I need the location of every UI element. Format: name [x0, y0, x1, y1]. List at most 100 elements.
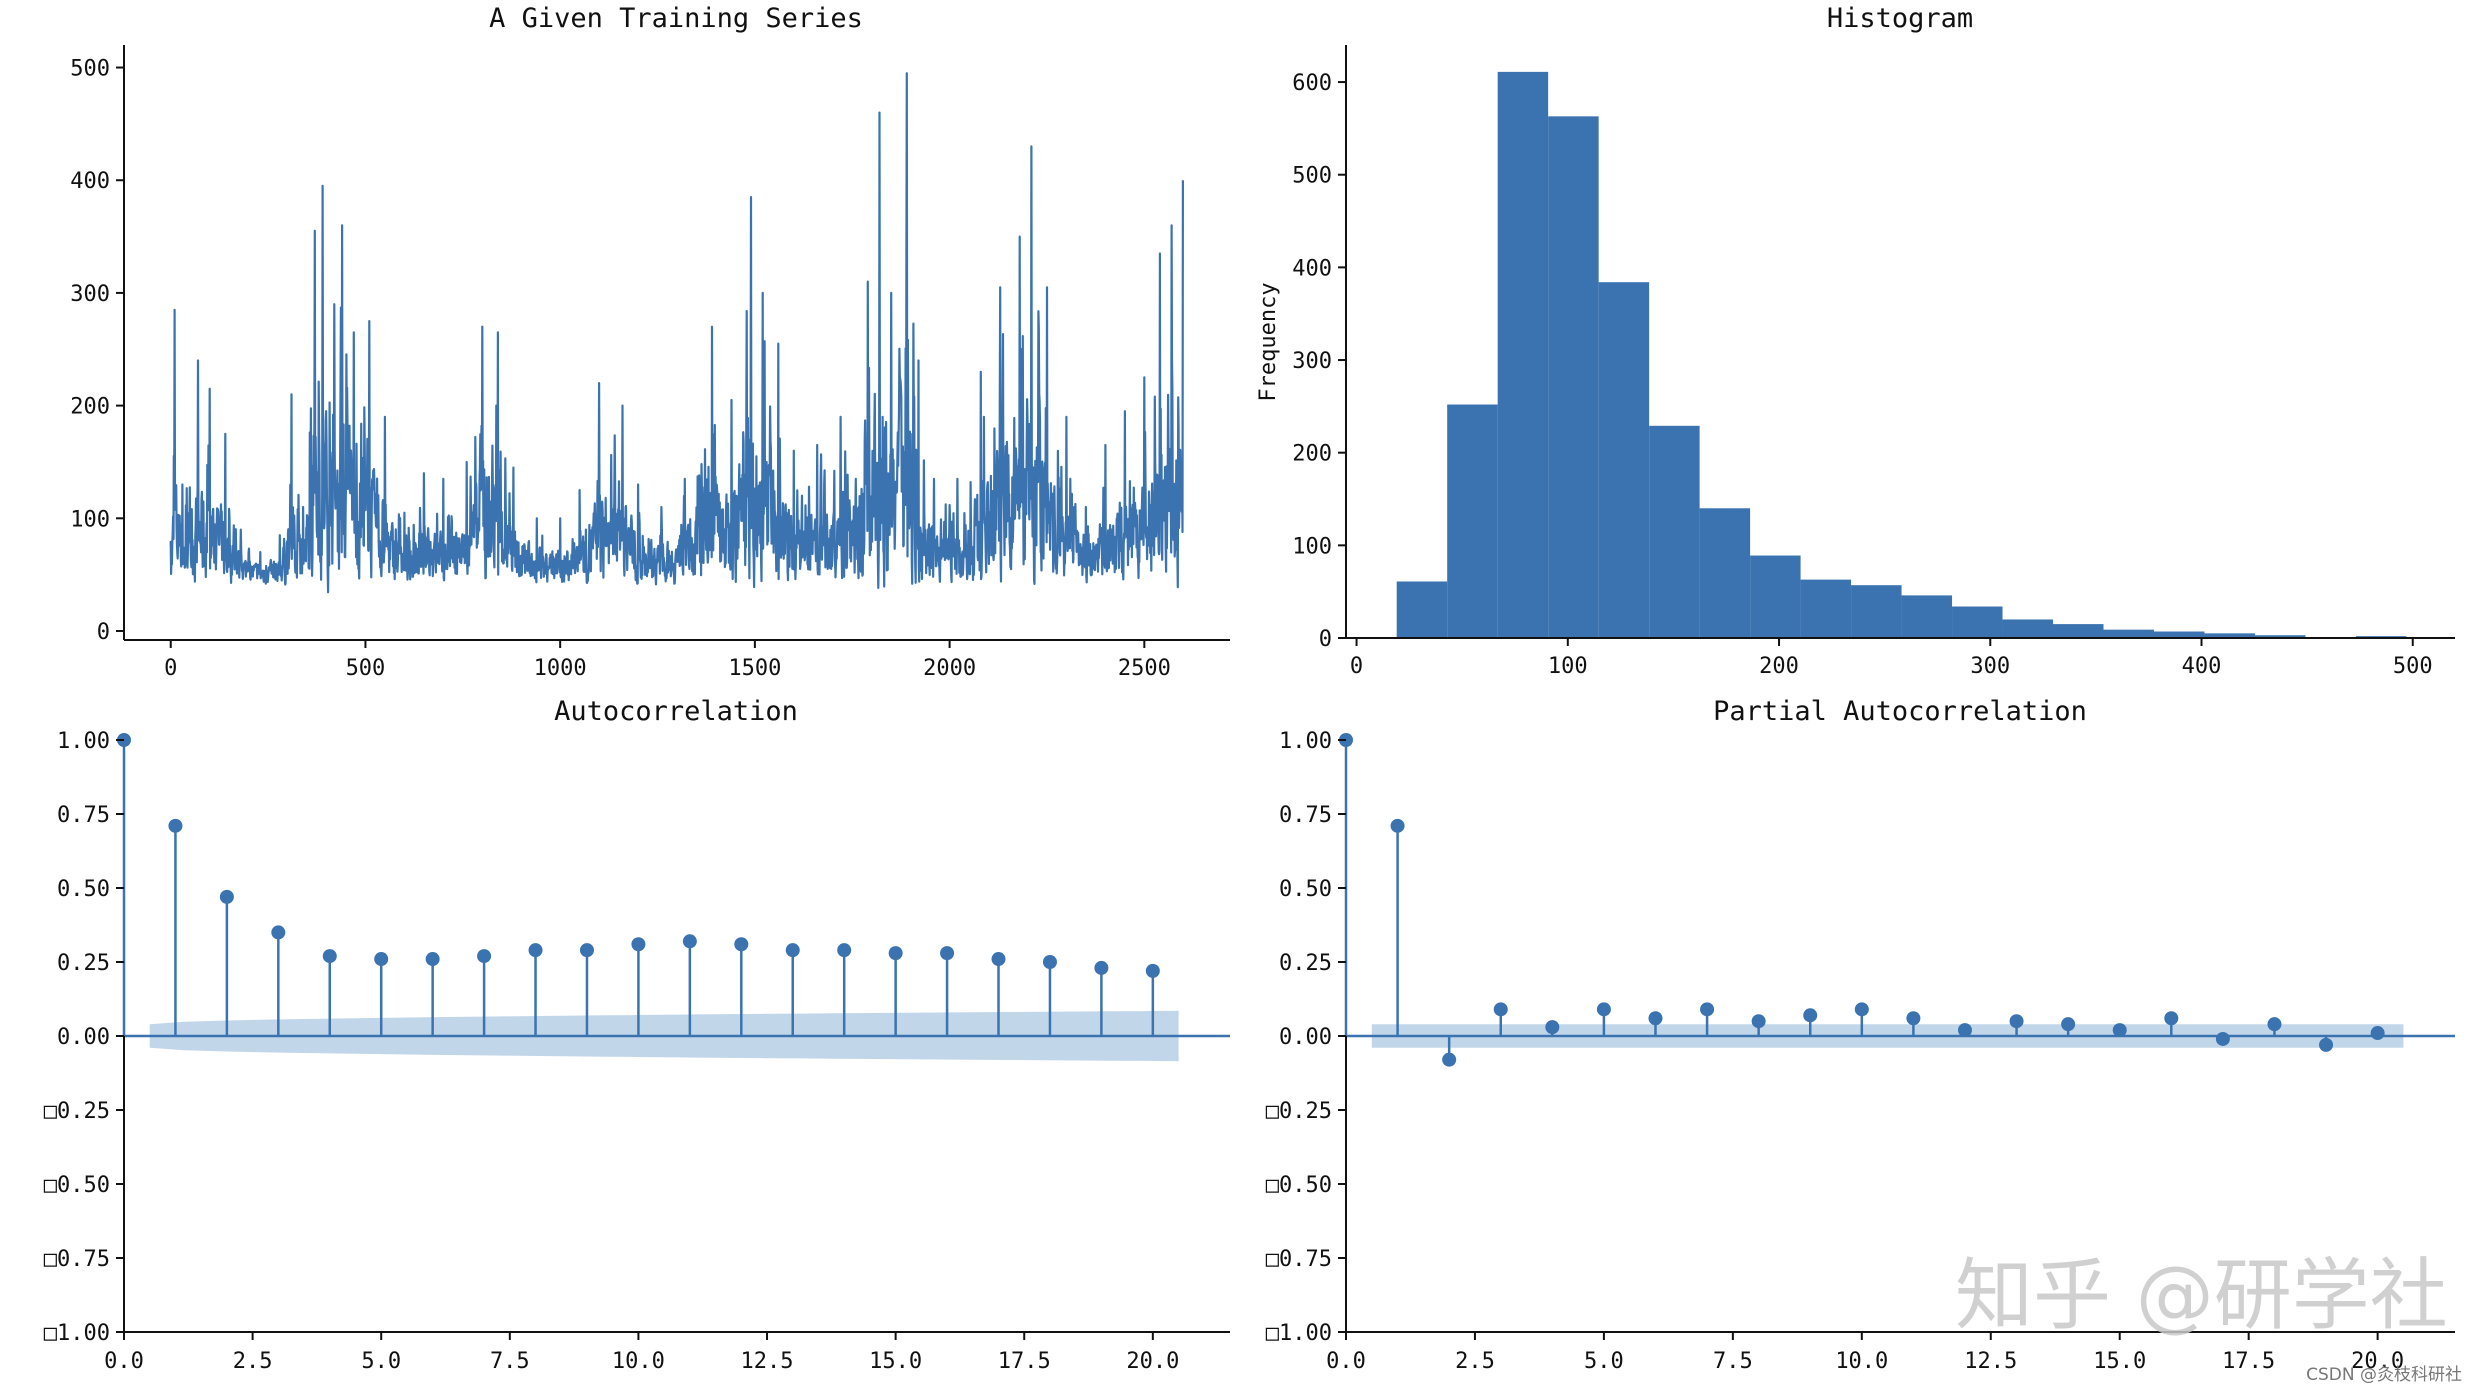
y-tick-label: 0.50 — [57, 877, 110, 902]
stem-marker — [2061, 1017, 2076, 1032]
histogram-bar — [1750, 555, 1801, 638]
x-tick-label: 1000 — [534, 656, 587, 681]
stem-marker — [1906, 1011, 1921, 1026]
time-series-panel: A Given Training Series 0 500 1000 1500 2000… — [70, 3, 1230, 681]
histogram-bar — [1800, 579, 1852, 638]
y-tick-label: 200 — [70, 395, 110, 420]
x-tick-label: 7.5 — [490, 1349, 530, 1374]
x-tick-label: 12.5 — [1964, 1349, 2017, 1374]
stem-marker — [374, 952, 389, 967]
y-tick-label: 200 — [1292, 442, 1332, 467]
x-tick-label: 20.0 — [1126, 1349, 1179, 1374]
y-tick-label: □0.50 — [1266, 1173, 1332, 1198]
stem-marker — [734, 937, 749, 952]
stem-marker — [1700, 1002, 1715, 1017]
histogram-ylabel: Frequency — [1256, 282, 1281, 401]
stem-marker — [940, 946, 955, 961]
x-tick-label: 5.0 — [1584, 1349, 1624, 1374]
histogram-bar — [1598, 282, 1650, 638]
watermark-logo: 知乎 @研学社 — [1955, 1251, 2448, 1341]
x-tick-label: 0 — [1350, 654, 1363, 679]
histogram-bar — [1699, 508, 1751, 638]
histogram-bar — [1851, 585, 1902, 638]
x-tick-label: 15.0 — [869, 1349, 922, 1374]
pacf-title: Partial Autocorrelation — [1713, 696, 2087, 727]
x-tick-label: 1500 — [728, 656, 781, 681]
y-tick-label: 1.00 — [57, 729, 110, 754]
x-tick-label: 2.5 — [1455, 1349, 1495, 1374]
stem-marker — [271, 925, 286, 940]
stem-marker — [1648, 1011, 1663, 1026]
stem-marker — [579, 943, 594, 958]
stem-marker — [785, 943, 800, 958]
x-tick-label: 12.5 — [741, 1349, 794, 1374]
histogram-title: Histogram — [1827, 3, 1973, 34]
acf-title: Autocorrelation — [554, 696, 798, 727]
stem-marker — [1094, 960, 1109, 975]
stem-marker — [991, 952, 1006, 967]
acf-panel: Autocorrelation 0.0 2.5 5.0 7.5 10.0 12.5 15.0… — [44, 696, 1230, 1374]
x-tick-label: 2.5 — [233, 1349, 273, 1374]
stem-marker — [219, 889, 234, 904]
y-tick-label: 100 — [70, 507, 110, 532]
x-tick-label: 10.0 — [612, 1349, 665, 1374]
y-tick-label: □0.25 — [44, 1099, 110, 1124]
y-tick-label: □0.75 — [1266, 1247, 1332, 1272]
x-tick-label: 0 — [164, 656, 177, 681]
y-tick-label: □0.75 — [44, 1247, 110, 1272]
histogram-bar — [1952, 606, 2003, 638]
stem-marker — [631, 937, 646, 952]
y-tick-label: 400 — [70, 169, 110, 194]
y-tick-label: □0.25 — [1266, 1099, 1332, 1124]
y-tick-label: 0.50 — [1279, 877, 1332, 902]
histogram-bar — [1447, 404, 1498, 638]
y-tick-label: 0.75 — [1279, 803, 1332, 828]
y-tick-label: 1.00 — [1279, 729, 1332, 754]
stem-marker — [168, 818, 183, 833]
stem-marker — [2164, 1011, 2179, 1026]
y-tick-label: □1.00 — [44, 1321, 110, 1346]
histogram-bar — [2204, 633, 2255, 638]
y-tick-label: □0.50 — [44, 1173, 110, 1198]
y-tick-label: 400 — [1292, 256, 1332, 281]
y-tick-label: 0.75 — [57, 803, 110, 828]
stem-marker — [1493, 1002, 1508, 1017]
y-tick-label: 0.25 — [1279, 951, 1332, 976]
x-tick-label: 17.5 — [998, 1349, 1051, 1374]
y-tick-label: 0 — [1319, 627, 1332, 652]
stem-marker — [528, 943, 543, 958]
stem-marker — [837, 943, 852, 958]
x-tick-label: 0.0 — [1326, 1349, 1366, 1374]
x-tick-label: 0.0 — [104, 1349, 144, 1374]
y-tick-label: 500 — [70, 57, 110, 82]
x-tick-label: 5.0 — [361, 1349, 401, 1374]
x-tick-label: 2500 — [1118, 656, 1171, 681]
stem-marker — [322, 949, 337, 964]
x-tick-label: 2000 — [923, 656, 976, 681]
stem-marker — [1803, 1008, 1818, 1023]
x-tick-label: 7.5 — [1713, 1349, 1753, 1374]
stem-marker — [682, 934, 697, 949]
histogram-bar — [1548, 116, 1599, 638]
histogram-bar — [2053, 624, 2104, 638]
stem-marker — [1145, 963, 1160, 978]
histogram-bar — [2002, 619, 2054, 638]
y-tick-label: 100 — [1292, 534, 1332, 559]
x-tick-label: 500 — [346, 656, 386, 681]
stem-marker — [1596, 1002, 1611, 1017]
watermark-credit: CSDN @灸枝科研社 — [2306, 1365, 2462, 1385]
stem-marker — [2009, 1014, 2024, 1029]
stem-marker — [1854, 1002, 1869, 1017]
histogram-panel: Histogram Frequency 0 100 200 300 400 500 0 100… — [1256, 3, 2455, 679]
stem-marker — [1442, 1052, 1457, 1067]
y-tick-label: 300 — [70, 282, 110, 307]
x-tick-label: 300 — [1970, 654, 2010, 679]
stem-marker — [2370, 1026, 2385, 1041]
x-tick-label: 400 — [2182, 654, 2222, 679]
stem-marker — [1545, 1020, 1560, 1035]
x-tick-label: 15.0 — [2093, 1349, 2146, 1374]
pacf-panel: Partial Autocorrelation 0.0 2.5 5.0 7.5 10.0… — [1266, 696, 2455, 1374]
histogram-bar — [1649, 425, 1700, 638]
stem-marker — [888, 946, 903, 961]
